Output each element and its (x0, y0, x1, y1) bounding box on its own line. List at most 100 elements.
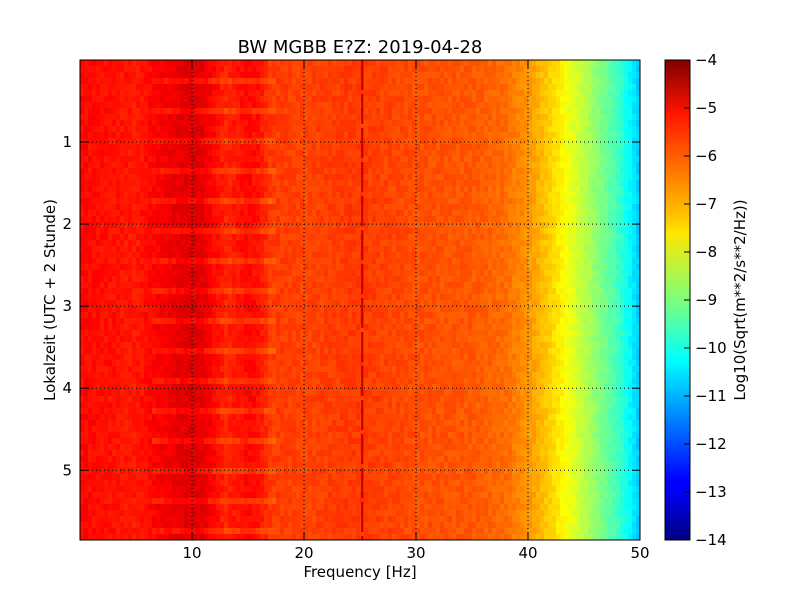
heatmap-cell (592, 90, 597, 97)
heatmap-cell (584, 198, 589, 205)
heatmap-cell (92, 252, 97, 259)
heatmap-cell (608, 210, 613, 217)
heatmap-cell (428, 216, 433, 223)
heatmap-cell (340, 264, 345, 271)
heatmap-cell (456, 114, 461, 121)
heatmap-cell (216, 222, 221, 229)
heatmap-cell (608, 222, 613, 229)
heatmap-cell (284, 222, 289, 229)
heatmap-cell (536, 90, 541, 97)
heatmap-cell (352, 96, 357, 103)
heatmap-cell (188, 264, 193, 271)
heatmap-cell (444, 168, 449, 175)
heatmap-cell (240, 66, 245, 73)
heatmap-cell (624, 198, 629, 205)
heatmap-cell (528, 186, 533, 193)
heatmap-cell (372, 156, 377, 163)
heatmap-cell (160, 60, 165, 67)
heatmap-cell (320, 204, 325, 211)
heatmap-cell (392, 234, 397, 241)
heatmap-cell (620, 234, 625, 241)
heatmap-cell (412, 60, 417, 67)
heatmap-cell (100, 144, 105, 151)
heatmap-cell (484, 138, 489, 145)
heatmap-cell (500, 72, 505, 79)
heatmap-cell (480, 162, 485, 169)
heatmap-cell (600, 84, 605, 91)
heatmap-cell (320, 132, 325, 139)
heatmap-cell (384, 114, 389, 121)
heatmap-cell (388, 210, 393, 217)
heatmap-cell (104, 180, 109, 187)
heatmap-cell (444, 246, 449, 253)
heatmap-cell (372, 246, 377, 253)
heatmap-cell (532, 252, 537, 259)
heatmap-cell (516, 138, 521, 145)
heatmap-cell (444, 126, 449, 133)
heatmap-cell (324, 78, 329, 85)
heatmap-cell (616, 186, 621, 193)
heatmap-cell (260, 270, 265, 277)
heatmap-cell (220, 186, 225, 193)
heatmap-cell (544, 150, 549, 157)
heatmap-cell (292, 66, 297, 73)
heatmap-cell (504, 264, 509, 271)
heatmap-cell (504, 90, 509, 97)
heatmap-cell (448, 234, 453, 241)
heatmap-cell (540, 162, 545, 169)
heatmap-cell (564, 78, 569, 85)
heatmap-cell (468, 90, 473, 97)
heatmap-cell (96, 60, 101, 67)
heatmap-cell (424, 96, 429, 103)
heatmap-cell (240, 246, 245, 253)
heatmap-cell (604, 186, 609, 193)
heatmap-cell (120, 126, 125, 133)
heatmap-cell (128, 60, 133, 67)
heatmap-cell (340, 258, 345, 265)
heatmap-cell (540, 138, 545, 145)
heatmap-cell (372, 96, 377, 103)
heatmap-cell (376, 246, 381, 253)
heatmap-cell (596, 228, 601, 235)
heatmap-cell (428, 186, 433, 193)
heatmap-cell (128, 186, 133, 193)
heatmap-cell (212, 240, 217, 247)
heatmap-cell (556, 66, 561, 73)
heatmap-cell (144, 114, 149, 121)
heatmap-cell (404, 252, 409, 259)
heatmap-cell (212, 78, 217, 85)
heatmap-cell (548, 180, 553, 187)
heatmap-cell (84, 216, 89, 223)
heatmap-cell (296, 138, 301, 145)
heatmap-cell (188, 192, 193, 199)
heatmap-cell (596, 210, 601, 217)
heatmap-cell (436, 234, 441, 241)
heatmap-cell (296, 84, 301, 91)
heatmap-cell (596, 144, 601, 151)
heatmap-cell (272, 66, 277, 73)
heatmap-cell (236, 108, 241, 115)
heatmap-cell (332, 216, 337, 223)
heatmap-cell (628, 126, 633, 133)
heatmap-cell (88, 108, 93, 115)
heatmap-cell (348, 234, 353, 241)
heatmap-cell (136, 270, 141, 277)
heatmap-cell (444, 228, 449, 235)
heatmap-cell (88, 90, 93, 97)
heatmap-cell (556, 204, 561, 211)
heatmap-cell (396, 228, 401, 235)
heatmap-cell (264, 204, 269, 211)
heatmap-cell (200, 204, 205, 211)
heatmap-cell (472, 264, 477, 271)
heatmap-cell (108, 264, 113, 271)
heatmap-cell (220, 126, 225, 133)
heatmap-cell (396, 96, 401, 103)
heatmap-cell (456, 126, 461, 133)
heatmap-cell (316, 78, 321, 85)
heatmap-cell (592, 204, 597, 211)
heatmap-cell (196, 102, 201, 109)
heatmap-cell (524, 96, 529, 103)
heatmap-cell (560, 66, 565, 73)
heatmap-cell (400, 264, 405, 271)
heatmap-cell (528, 96, 533, 103)
